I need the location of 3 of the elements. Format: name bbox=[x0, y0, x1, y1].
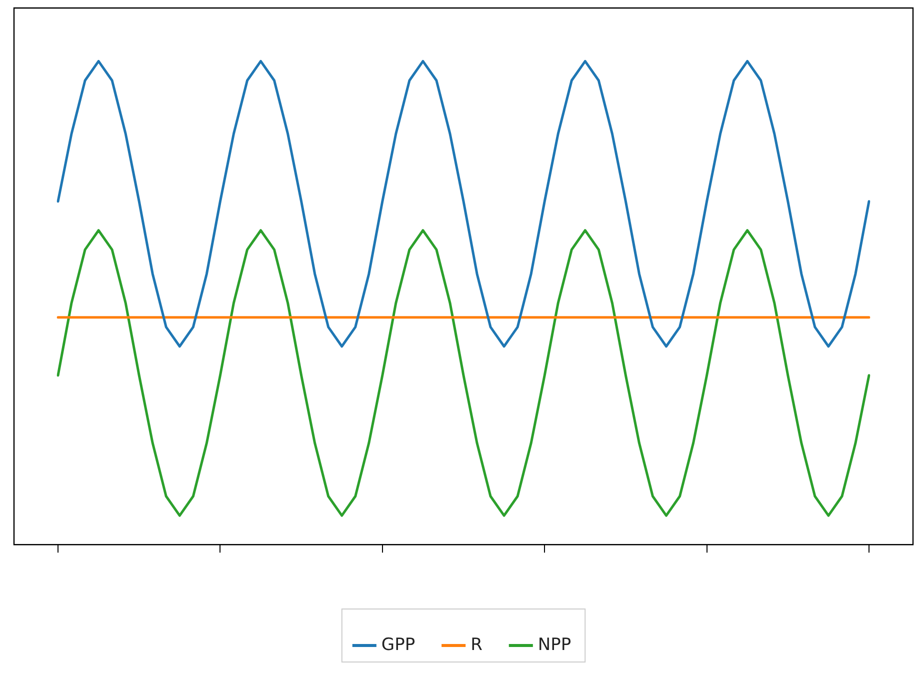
legend-label: R bbox=[470, 634, 483, 655]
legend-label: GPP bbox=[381, 634, 416, 655]
legend-label: NPP bbox=[538, 634, 572, 655]
